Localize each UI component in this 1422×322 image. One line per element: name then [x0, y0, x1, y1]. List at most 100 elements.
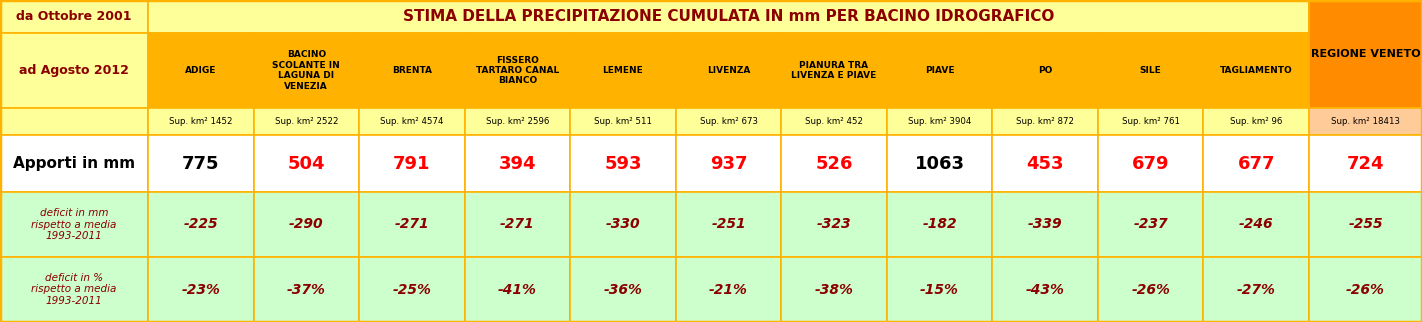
Text: -255: -255: [1348, 217, 1382, 232]
Bar: [570, 192, 675, 257]
Bar: [675, 33, 781, 108]
Bar: [781, 192, 887, 257]
Bar: [1098, 257, 1203, 322]
Text: -27%: -27%: [1237, 282, 1276, 297]
Bar: [1098, 108, 1203, 135]
Text: FISSERO
TARTARO CANAL
BIANCO: FISSERO TARTARO CANAL BIANCO: [476, 56, 559, 85]
Bar: [1203, 33, 1310, 108]
Text: PO: PO: [1038, 66, 1052, 75]
Bar: [1310, 0, 1422, 108]
Bar: [253, 257, 360, 322]
Bar: [360, 108, 465, 135]
Text: SILE: SILE: [1140, 66, 1162, 75]
Text: Sup. km² 511: Sup. km² 511: [594, 117, 651, 126]
Text: Sup. km² 452: Sup. km² 452: [805, 117, 863, 126]
Bar: [148, 135, 253, 192]
Bar: [781, 135, 887, 192]
Bar: [0, 192, 148, 257]
Text: 453: 453: [1027, 155, 1064, 173]
Text: Sup. km² 872: Sup. km² 872: [1017, 117, 1074, 126]
Text: -23%: -23%: [182, 282, 220, 297]
Text: da Ottobre 2001: da Ottobre 2001: [16, 10, 132, 23]
Text: 394: 394: [499, 155, 536, 173]
Text: BACINO
SCOLANTE IN
LAGUNA DI
VENEZIA: BACINO SCOLANTE IN LAGUNA DI VENEZIA: [273, 51, 340, 90]
Bar: [570, 108, 675, 135]
Bar: [887, 257, 993, 322]
Bar: [1310, 0, 1422, 33]
Text: -251: -251: [711, 217, 745, 232]
Bar: [570, 257, 675, 322]
Text: STIMA DELLA PRECIPITAZIONE CUMULATA IN mm PER BACINO IDROGRAFICO: STIMA DELLA PRECIPITAZIONE CUMULATA IN m…: [402, 9, 1054, 24]
Text: 937: 937: [710, 155, 747, 173]
Bar: [465, 108, 570, 135]
Bar: [675, 108, 781, 135]
Text: BRENTA: BRENTA: [392, 66, 432, 75]
Bar: [781, 33, 887, 108]
Text: PIANURA TRA
LIVENZA E PIAVE: PIANURA TRA LIVENZA E PIAVE: [792, 61, 877, 80]
Bar: [148, 33, 253, 108]
Text: PIAVE: PIAVE: [924, 66, 954, 75]
Bar: [0, 135, 148, 192]
Text: Sup. km² 3904: Sup. km² 3904: [907, 117, 971, 126]
Text: 504: 504: [287, 155, 326, 173]
Text: Sup. km² 18413: Sup. km² 18413: [1331, 117, 1401, 126]
Text: 526: 526: [815, 155, 853, 173]
Bar: [465, 257, 570, 322]
Text: REGIONE VENETO: REGIONE VENETO: [1311, 49, 1421, 59]
Bar: [993, 192, 1098, 257]
Text: -21%: -21%: [710, 282, 748, 297]
Bar: [360, 33, 465, 108]
Bar: [253, 192, 360, 257]
Text: -37%: -37%: [287, 282, 326, 297]
Text: -15%: -15%: [920, 282, 958, 297]
Bar: [1098, 33, 1203, 108]
Bar: [1203, 192, 1310, 257]
Text: -339: -339: [1028, 217, 1062, 232]
Bar: [1203, 108, 1310, 135]
Text: -290: -290: [289, 217, 324, 232]
Bar: [1310, 33, 1422, 108]
Text: -43%: -43%: [1025, 282, 1065, 297]
Bar: [465, 135, 570, 192]
Text: Sup. km² 2596: Sup. km² 2596: [486, 117, 549, 126]
Bar: [360, 192, 465, 257]
Bar: [993, 135, 1098, 192]
Text: Sup. km² 2522: Sup. km² 2522: [274, 117, 338, 126]
Text: -246: -246: [1239, 217, 1274, 232]
Text: Sup. km² 761: Sup. km² 761: [1122, 117, 1180, 126]
Text: deficit in mm
rispetto a media
1993-2011: deficit in mm rispetto a media 1993-2011: [31, 208, 117, 241]
Text: Sup. km² 673: Sup. km² 673: [700, 117, 758, 126]
Bar: [1310, 192, 1422, 257]
Text: 791: 791: [392, 155, 431, 173]
Bar: [570, 33, 675, 108]
Text: 1063: 1063: [914, 155, 964, 173]
Text: Sup. km² 4574: Sup. km² 4574: [380, 117, 444, 126]
Text: -36%: -36%: [603, 282, 643, 297]
Text: -26%: -26%: [1132, 282, 1170, 297]
Text: Sup. km² 96: Sup. km² 96: [1230, 117, 1283, 126]
Text: LIVENZA: LIVENZA: [707, 66, 751, 75]
Text: -271: -271: [394, 217, 429, 232]
Text: -271: -271: [501, 217, 535, 232]
Bar: [1310, 108, 1422, 135]
Bar: [1203, 257, 1310, 322]
Bar: [1310, 257, 1422, 322]
Text: LEMENE: LEMENE: [603, 66, 643, 75]
Bar: [148, 257, 253, 322]
Bar: [887, 108, 993, 135]
Bar: [148, 0, 1310, 33]
Bar: [1310, 135, 1422, 192]
Bar: [1098, 192, 1203, 257]
Bar: [887, 192, 993, 257]
Bar: [253, 108, 360, 135]
Text: -330: -330: [606, 217, 640, 232]
Bar: [465, 33, 570, 108]
Bar: [360, 135, 465, 192]
Text: 593: 593: [604, 155, 641, 173]
Text: ad Agosto 2012: ad Agosto 2012: [18, 64, 129, 77]
Bar: [993, 257, 1098, 322]
Bar: [0, 33, 148, 108]
Text: Apporti in mm: Apporti in mm: [13, 156, 135, 171]
Text: 677: 677: [1237, 155, 1276, 173]
Bar: [465, 192, 570, 257]
